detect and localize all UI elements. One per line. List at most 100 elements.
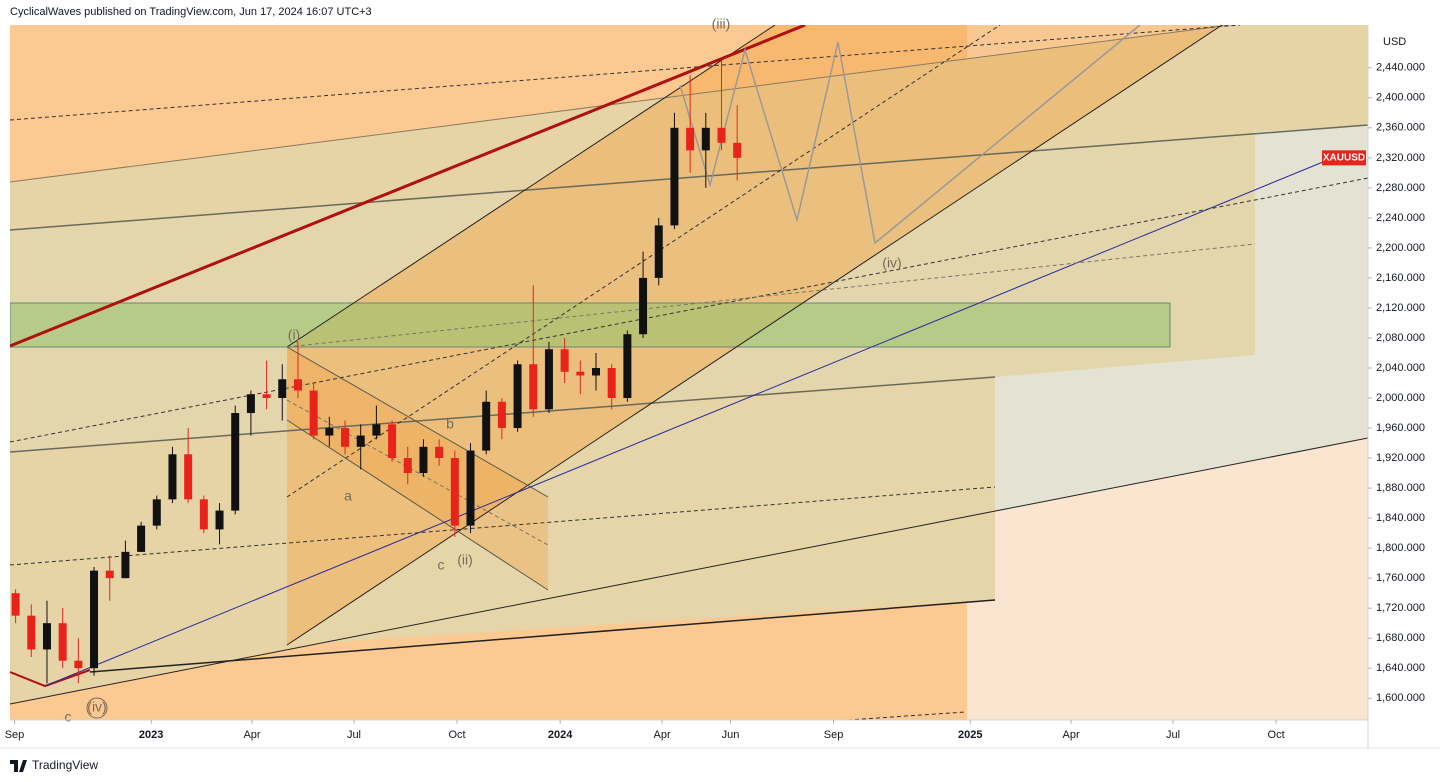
header-title: CyclicalWaves published on TradingView.c… xyxy=(10,6,372,18)
candle-body xyxy=(199,499,208,530)
y-tick-label: 1,720.000 xyxy=(1376,602,1425,614)
x-tick-label: 2025 xyxy=(958,729,982,741)
candle-body xyxy=(529,364,538,410)
price-tag xyxy=(1322,150,1366,166)
candle-body xyxy=(717,127,726,143)
symbol-label: XAUUSD xyxy=(1323,152,1365,163)
x-tick-label: Jul xyxy=(347,729,361,741)
candle-body xyxy=(27,615,36,650)
candle-body xyxy=(388,424,397,459)
candle-body xyxy=(654,225,663,278)
candle-body xyxy=(686,127,695,151)
channel-line xyxy=(286,346,549,498)
y-tick-label: 2,360.000 xyxy=(1376,122,1425,134)
x-tick-label: Jun xyxy=(722,729,740,741)
wave-label: a xyxy=(344,488,352,504)
wave-label: (ii) xyxy=(457,552,473,568)
candle-body xyxy=(497,401,506,429)
candle-body xyxy=(278,379,287,399)
y-tick-label: 2,160.000 xyxy=(1376,272,1425,284)
candle-body xyxy=(372,424,381,436)
channel-line xyxy=(286,419,549,591)
x-tick-label: Sep xyxy=(824,729,844,741)
trend-line xyxy=(10,124,1368,231)
wave-label: (iv) xyxy=(882,255,901,271)
candle-body xyxy=(670,127,679,226)
candle-body xyxy=(623,334,632,399)
y-tick-label: 2,280.000 xyxy=(1376,182,1425,194)
zone xyxy=(995,125,1368,512)
candle-body xyxy=(607,367,616,399)
candle-body xyxy=(42,623,51,650)
candle-body xyxy=(341,428,350,447)
dashed-line xyxy=(10,486,996,566)
candle-body xyxy=(246,394,255,414)
y-tick-label: 2,440.000 xyxy=(1376,62,1425,74)
dashed-line xyxy=(286,243,1256,348)
candle-body xyxy=(231,413,240,511)
zone xyxy=(287,377,995,645)
candle-body xyxy=(466,450,475,526)
trend-line xyxy=(10,25,1231,183)
y-tick-label: 1,800.000 xyxy=(1376,542,1425,554)
projection-path xyxy=(679,25,1141,245)
candle-body xyxy=(293,379,302,391)
candle-body xyxy=(309,390,318,436)
x-tick-label: 2024 xyxy=(548,729,573,741)
y-tick-label: 2,320.000 xyxy=(1376,152,1425,164)
candle-body xyxy=(639,277,648,335)
x-tick-label: Apr xyxy=(654,729,671,741)
wave-labels: (iii) (i) a b c (ii) (iv) c (iv) xyxy=(65,16,902,725)
wave-label: (iv) xyxy=(87,699,106,715)
candle-body xyxy=(184,454,193,500)
candle-body xyxy=(121,551,130,579)
x-tick-label: 2023 xyxy=(139,729,163,741)
candle-body xyxy=(435,446,444,459)
wave-label: (iii) xyxy=(712,16,731,32)
brand-logo xyxy=(10,760,27,772)
candle-body xyxy=(152,499,161,526)
wave-label: c xyxy=(65,709,72,725)
candle-body xyxy=(215,510,224,530)
y-tick-label: 2,400.000 xyxy=(1376,92,1425,104)
y-tick-label: 1,760.000 xyxy=(1376,572,1425,584)
support-zone xyxy=(10,302,1171,348)
y-tick-label: 2,120.000 xyxy=(1376,302,1425,314)
candle-body xyxy=(513,364,522,429)
y-tick-label: 2,240.000 xyxy=(1376,212,1425,224)
candle-body xyxy=(74,660,83,669)
wave-label: b xyxy=(446,416,454,432)
candle-body xyxy=(325,428,334,436)
candle-body xyxy=(482,401,491,451)
candle-body xyxy=(168,454,177,500)
candle-body xyxy=(544,349,553,410)
candle-body xyxy=(450,458,459,526)
candle-body xyxy=(576,371,585,376)
dashed-line xyxy=(286,399,549,546)
dashed-line xyxy=(847,711,966,720)
y-tick-label: 1,600.000 xyxy=(1376,692,1425,704)
brand-name: TradingView xyxy=(32,758,98,772)
candle-body xyxy=(58,623,67,661)
y-tick-label: 2,000.000 xyxy=(1376,392,1425,404)
y-tick-label: 1,880.000 xyxy=(1376,482,1425,494)
candle-body xyxy=(592,367,601,376)
trend-line xyxy=(44,154,1341,687)
candle-body xyxy=(419,446,428,474)
y-tick-label: 1,680.000 xyxy=(1376,632,1425,644)
candle-body xyxy=(105,570,114,579)
axes: 1,600.000 1,640.000 1,680.000 1,720.000 1,76… xyxy=(5,62,1425,741)
y-tick-label: 1,840.000 xyxy=(1376,512,1425,524)
candles xyxy=(11,60,742,684)
candle-body xyxy=(137,525,146,552)
y-tick-label: 1,920.000 xyxy=(1376,452,1425,464)
candle-body xyxy=(701,127,710,151)
wave-label: c xyxy=(438,557,445,573)
candle-body xyxy=(560,349,569,372)
wave-circle xyxy=(86,697,108,719)
currency-label: USD xyxy=(1383,36,1406,48)
y-tick-label: 2,080.000 xyxy=(1376,332,1425,344)
x-tick-label: Oct xyxy=(449,729,466,741)
x-tick-label: Apr xyxy=(1063,729,1080,741)
